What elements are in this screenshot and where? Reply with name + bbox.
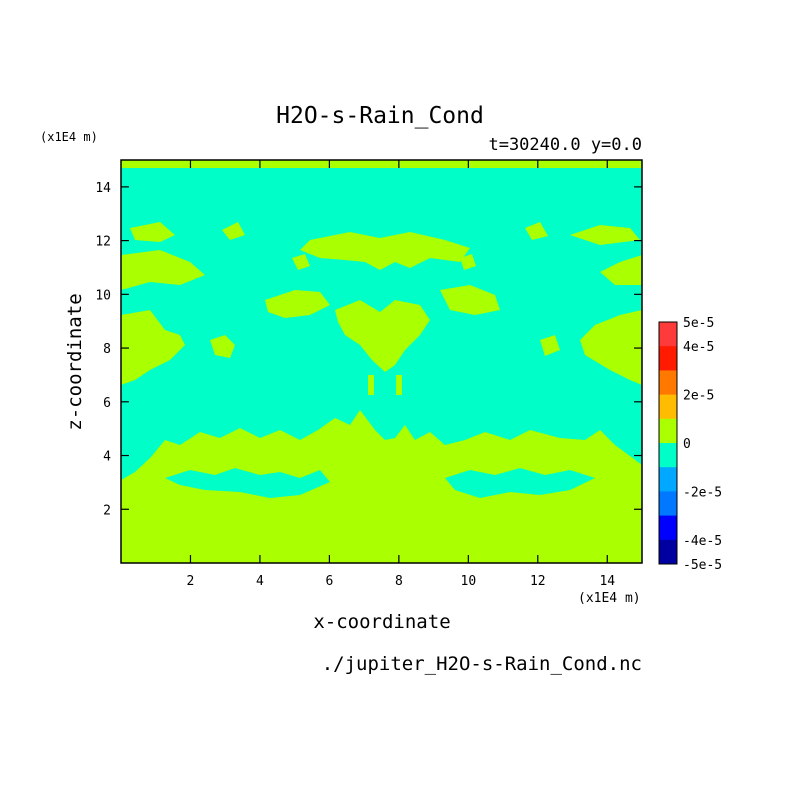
colorbar-segment (659, 418, 677, 444)
y-tick-label: 12 (95, 235, 111, 250)
x-tick-label: 14 (599, 574, 615, 589)
colorbar-segment (659, 515, 677, 541)
colorbar-label: -4e-5 (683, 534, 722, 549)
y-tick-label: 4 (103, 450, 111, 465)
chart-subtitle: t=30240.0 y=0.0 (488, 135, 642, 155)
y-axis-title: z-coordinate (64, 293, 86, 430)
negative-pocket-right (445, 468, 595, 498)
y-tick-label: 14 (95, 181, 111, 196)
colorbar-segment (659, 370, 677, 396)
y-tick-label: 6 (103, 396, 111, 411)
plot-area: 2 4 6 8 10 12 14 2 4 6 8 10 12 14 (95, 159, 643, 589)
positive-region-center (265, 232, 500, 372)
colorbar-label: -5e-5 (683, 558, 722, 573)
colorbar-segment (659, 322, 677, 347)
plot-frame (120, 159, 643, 564)
colorbar-segment (659, 539, 677, 565)
colorbar-label: 4e-5 (683, 340, 714, 355)
y-tick-label: 8 (103, 342, 111, 357)
colorbar-segment (659, 346, 677, 371)
colorbar-segment (659, 394, 677, 420)
colorbar-segment (659, 491, 677, 517)
colorbar-label: 2e-5 (683, 389, 714, 404)
colorbar-label: 0 (683, 437, 691, 452)
footer-filename: ./jupiter_H2O-s-Rain_Cond.nc (322, 653, 642, 675)
y-tick-label: 2 (103, 503, 111, 518)
x-axis-title: x-coordinate (313, 611, 450, 633)
x-tick-label: 8 (395, 574, 403, 589)
x-tick-label: 6 (325, 574, 333, 589)
x-axis-ticks: 2 4 6 8 10 12 14 (187, 160, 615, 589)
positive-region-blobs (210, 222, 560, 395)
negative-pockets (165, 468, 595, 498)
positive-region-left (121, 222, 205, 385)
colorbar: 5e-5 4e-5 2e-5 0 -2e-5 -4e-5 -5e-5 (658, 316, 722, 573)
chart-title: H2O-s-Rain_Cond (276, 103, 484, 129)
positive-region-lower (121, 410, 642, 563)
x-tick-label: 10 (461, 574, 477, 589)
colorbar-segment (659, 467, 677, 492)
x-unit-label: (x1E4 m) (578, 591, 641, 606)
colorbar-segment (659, 443, 677, 468)
positive-region-top (121, 160, 642, 168)
colorbar-frame (658, 321, 678, 565)
colorbar-label: -2e-5 (683, 485, 722, 500)
y-tick-label: 10 (95, 288, 111, 303)
x-tick-label: 4 (256, 574, 264, 589)
colorbar-label: 5e-5 (683, 316, 714, 331)
positive-region-right (570, 225, 642, 385)
x-tick-label: 2 (187, 574, 195, 589)
y-axis-ticks: 2 4 6 8 10 12 14 (95, 181, 642, 518)
negative-pocket-left (165, 468, 330, 498)
positive-contour-regions (121, 160, 642, 563)
x-tick-label: 12 (530, 574, 546, 589)
y-unit-label: (x1E4 m) (40, 130, 98, 144)
